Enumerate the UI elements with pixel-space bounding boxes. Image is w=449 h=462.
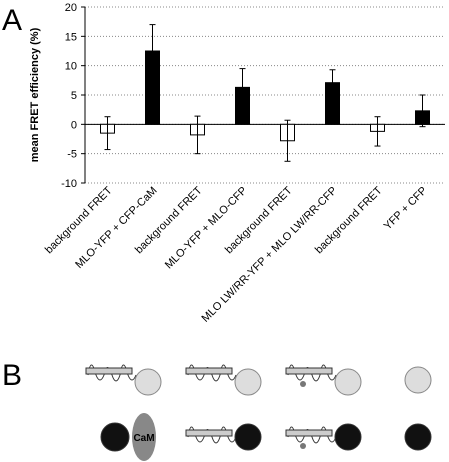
membrane-protein <box>185 426 237 444</box>
yfp-protein <box>334 368 362 396</box>
x-tick-label: YFP + CFP <box>382 185 430 233</box>
cfp-protein <box>100 422 130 452</box>
y-tick-label: -10 <box>61 178 77 190</box>
schematic <box>85 364 432 461</box>
yfp-protein <box>234 368 262 396</box>
y-tick-label: 15 <box>65 31 77 43</box>
panel-label: B <box>2 359 22 392</box>
y-tick-label: 5 <box>71 90 77 102</box>
y-tick-label: 20 <box>65 2 77 14</box>
x-tick-label: MLO-YFP + CFP-CaM <box>73 185 159 271</box>
x-tick-label: MLO-YFP + MLO-CFP <box>163 185 250 272</box>
membrane-protein <box>85 364 137 382</box>
membrane-protein <box>285 426 337 449</box>
yfp-protein <box>404 366 432 394</box>
y-tick-label: 0 <box>71 119 77 131</box>
y-axis-title: mean FRET efficiency (%) <box>29 27 41 162</box>
y-tick-label: -5 <box>67 149 77 161</box>
y-tick-label: 10 <box>65 61 77 73</box>
cam-protein <box>132 413 156 461</box>
diagram-label: CaM <box>133 433 154 444</box>
cfp-protein <box>404 423 432 451</box>
cfp-protein <box>234 423 262 451</box>
membrane-protein <box>285 364 337 387</box>
cfp-protein <box>334 423 362 451</box>
membrane-protein <box>185 364 237 382</box>
panel-label: A <box>2 4 22 37</box>
yfp-protein <box>134 368 162 396</box>
